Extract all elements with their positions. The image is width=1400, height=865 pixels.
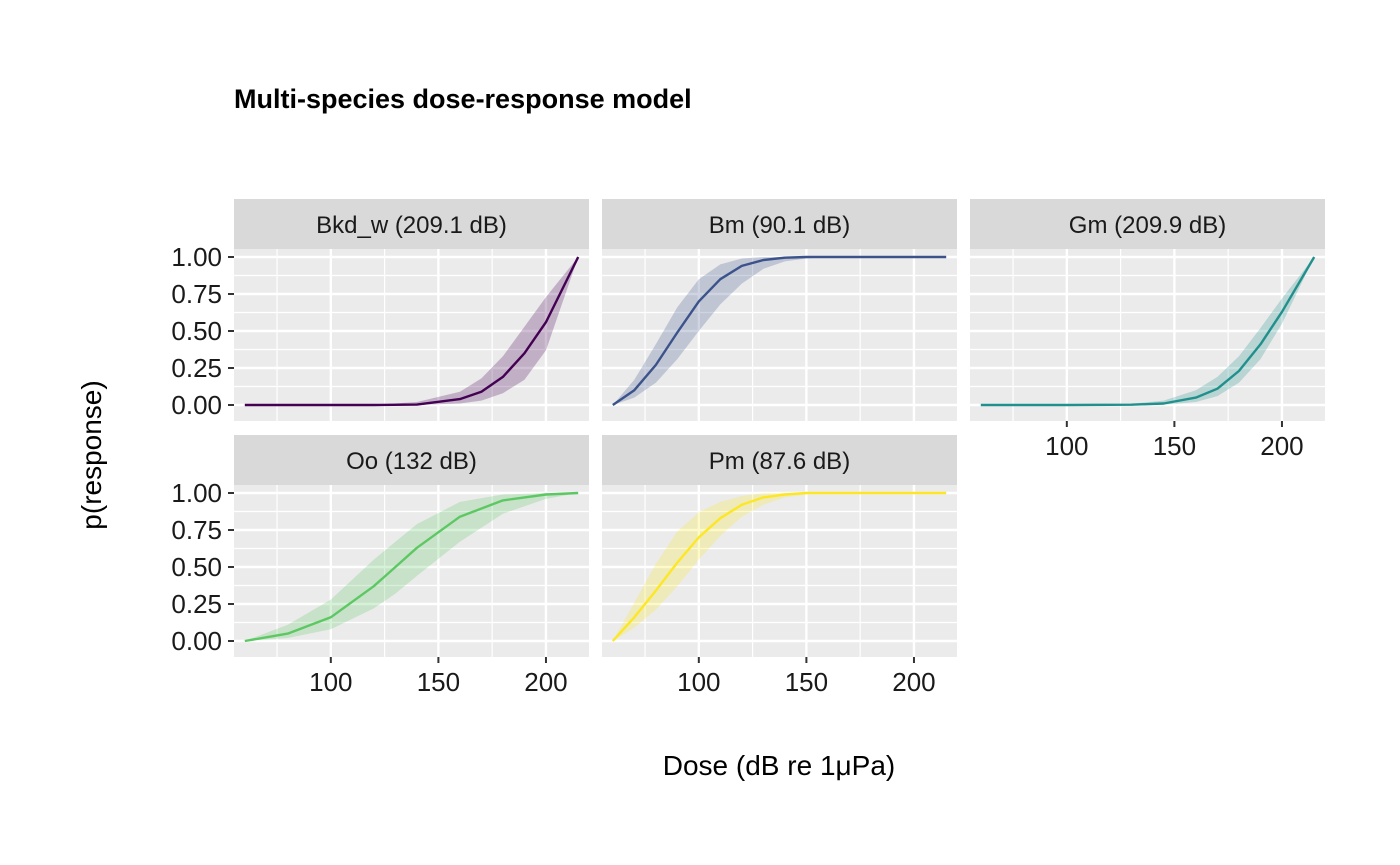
facet-strip (602, 435, 957, 485)
series-line (244, 491, 579, 643)
x-tick-label: 100 (677, 667, 720, 697)
facet-strip-label: Bkd_w (209.1 dB) (316, 212, 507, 239)
panel-background (234, 249, 589, 421)
x-tick-label: 200 (1260, 431, 1303, 461)
facet-strip (970, 199, 1325, 249)
y-tick-label: 0.25 (171, 353, 222, 383)
x-axis-title: Dose (dB re 1μPa) (663, 750, 895, 781)
y-tick-label: 0.00 (171, 626, 222, 656)
series-line (611, 491, 947, 642)
facet-strip (234, 199, 589, 249)
series-line (980, 256, 1316, 407)
panel-background (602, 485, 957, 657)
y-tick-label: 0.75 (171, 279, 222, 309)
y-tick-label: 0.50 (171, 316, 222, 346)
series-line (612, 255, 947, 406)
confidence-ribbon (244, 257, 579, 405)
panel-background (234, 485, 589, 657)
x-tick-label: 150 (417, 667, 460, 697)
y-axis-title: p(response) (76, 380, 107, 529)
x-tick-label: 150 (785, 667, 828, 697)
y-tick-label: 1.00 (171, 478, 222, 508)
facet-strip-label: Gm (209.9 dB) (1069, 212, 1226, 239)
y-tick-label: 1.00 (171, 242, 222, 272)
panel-background (602, 249, 957, 421)
confidence-ribbon (980, 257, 1315, 405)
x-tick-label: 150 (1153, 431, 1196, 461)
confidence-ribbon (612, 493, 947, 641)
y-tick-label: 0.75 (171, 515, 222, 545)
x-tick-label: 100 (1045, 431, 1088, 461)
y-tick-label: 0.00 (171, 390, 222, 420)
y-tick-label: 0.25 (171, 589, 222, 619)
x-tick-label: 100 (309, 667, 352, 697)
facet-strip-label: Oo (132 dB) (346, 448, 477, 475)
y-tick-label: 0.50 (171, 552, 222, 582)
facet-panels: Bkd_w (209.1 dB) 0.00 0.25 0.50 0.75 1.00 Bm (… (171, 199, 1325, 697)
confidence-ribbon (612, 257, 947, 405)
facet-strip-label: Bm (90.1 dB) (709, 212, 850, 239)
x-tick-label: 200 (892, 667, 935, 697)
x-tick-label: 200 (524, 667, 567, 697)
chart-title: Multi-species dose-response model (234, 84, 692, 114)
facet-strip (602, 199, 957, 249)
confidence-ribbon (244, 493, 579, 641)
facet-strip-label: Pm (87.6 dB) (709, 448, 850, 475)
facet-strip (234, 435, 589, 485)
series-line (244, 256, 580, 407)
